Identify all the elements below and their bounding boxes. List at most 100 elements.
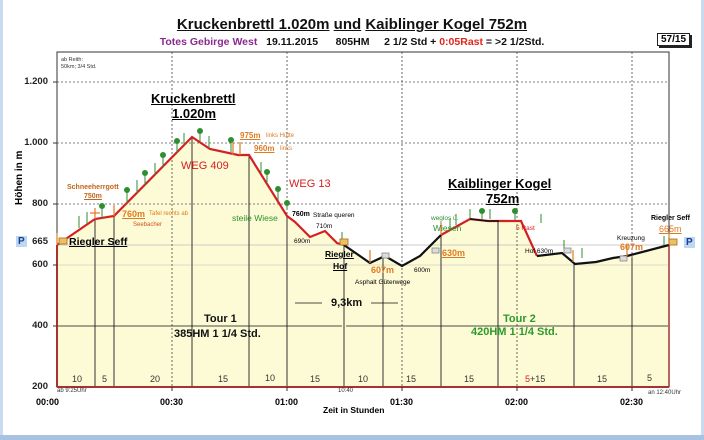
page-badge: 57/15 [657, 33, 691, 46]
waypoint-760-height: 760m [122, 209, 146, 219]
segment-label: 20 [150, 374, 161, 384]
ytick-600: 600 [32, 259, 48, 270]
weg409-label: WEG 409 [181, 160, 229, 172]
y-ticks [53, 81, 57, 327]
walk-minutes: +15 [530, 374, 546, 384]
segment-label: 5 [102, 374, 108, 384]
peak2-name: Kaiblinger Kogel [448, 176, 552, 191]
waypoint-607b: 607m [620, 242, 644, 252]
xtick-0230: 02:30 [620, 397, 644, 407]
waypoint-975-height: 975m [240, 131, 261, 140]
segment-dividers [94, 137, 633, 387]
waypoint-600: 600m [414, 267, 431, 274]
segment-label: 10 [265, 373, 276, 383]
ytick-1000: 1.000 [24, 137, 48, 148]
ytick-1200: 1.200 [24, 76, 48, 87]
steile-wiese-label: steile Wiese [232, 213, 278, 223]
waypoint-975-note: links Hütte [266, 133, 295, 139]
approach-note-line1: ab Reith: [61, 57, 84, 63]
region-label: Totes Gebirge West [159, 36, 258, 48]
xtick-0130: 01:30 [390, 397, 414, 407]
start-time-note: ab 9:25Uhr [57, 388, 87, 394]
riegler-hof-line2: Hof [333, 261, 348, 271]
hof-630-label: Hof 630m [525, 248, 554, 255]
start-location: Riegler Seff [69, 236, 128, 248]
schneeherrgott-label: Schneeherrgott [67, 184, 119, 191]
peak1-name: Kruckenbrettl [151, 91, 236, 106]
y-axis-label: Höhen in m [14, 150, 25, 205]
ytick-665: 665 [32, 236, 48, 247]
waypoint-690: 690m [294, 238, 311, 245]
tree-icons [78, 128, 665, 258]
end-height: 665m [659, 224, 682, 234]
parking-icon-end: P [684, 237, 695, 248]
waypoint-960-note: links [280, 146, 293, 152]
tour1-name: Tour 1 [204, 313, 237, 325]
x-axis-label: Zeit in Stunden [323, 405, 385, 415]
tour-span-arrows [58, 302, 668, 327]
ytick-200: 200 [32, 381, 48, 392]
rest-minutes: 5 [525, 374, 531, 384]
segment-label: 10 [358, 374, 369, 384]
xtick-0000: 00:00 [36, 397, 60, 407]
end-time-note: an 12:40Uhr [648, 390, 682, 396]
ytick-800: 800 [32, 198, 48, 209]
rest-label: 0:05Rast [439, 36, 483, 48]
farm-icons [381, 247, 628, 262]
window-bottom-bar [0, 435, 704, 440]
segment-label: 15 [406, 374, 417, 384]
segment-label-rest: 5+15 [525, 374, 545, 384]
peak1-height: 1.020m [172, 106, 217, 121]
rast-label: 5 Rast [516, 225, 535, 232]
xtick-0030: 00:30 [160, 397, 184, 407]
segment-label: 15 [464, 374, 475, 384]
weglos-line1: weglos ü. [431, 215, 459, 222]
segment-label: 10 [72, 374, 83, 384]
kreuzung-label: Kreuzung [617, 235, 645, 242]
weglos-line2: Wiesen [433, 223, 462, 233]
weg13-label: WEG 13 [289, 178, 331, 190]
waypoint-607a: 607m [371, 265, 395, 275]
segment-label: 5 [647, 373, 653, 383]
x-ticks [171, 387, 633, 391]
schneeherrgott-height: 750m [84, 193, 102, 200]
waypoint-markers [56, 142, 670, 263]
tour2-name: Tour 2 [503, 313, 536, 325]
parking-icon-start: P [16, 236, 27, 247]
distance-label: 9,3km [331, 297, 363, 309]
waypoint-630: 630m [442, 248, 466, 258]
end-location: Riegler Seff [651, 215, 690, 222]
mid-time-note: 10:40 [338, 388, 354, 394]
asphalt-label: Asphalt Güterwege [355, 279, 411, 286]
tour1-detail: 385HM 1 1/4 Std. [174, 328, 261, 340]
title-peak1: Kruckenbrettl 1.020m [176, 16, 330, 33]
chart-title: Kruckenbrettl 1.020m und Kaiblinger Koge… [0, 16, 704, 33]
xtick-0100: 01:00 [275, 397, 299, 407]
ytick-400: 400 [32, 320, 48, 331]
house-icons [58, 237, 678, 246]
profile-fill [57, 137, 669, 387]
xtick-0200: 02:00 [505, 397, 529, 407]
waypoint-strasse-height: 760m [292, 211, 310, 218]
route-tour2-a [343, 234, 442, 268]
elevation-gain-label: 805HM [335, 36, 370, 48]
waypoint-710: 710m [316, 223, 333, 230]
approach-note-line2: 50km; 3/4 Std. [61, 64, 97, 70]
segment-label: 15 [218, 374, 229, 384]
route-tour2-c [469, 218, 499, 222]
seebacher-label: Seebacher [133, 222, 163, 228]
total-label: = >2 1/2Std. [485, 36, 545, 48]
waypoint-760-note: Tafel rechts ab [149, 211, 189, 217]
waypoint-strasse-note: Straße queren [313, 212, 355, 219]
title-peak2: Kaiblinger Kogel 752m [365, 16, 528, 33]
duration-label: 2 1/2 Std + [384, 36, 437, 48]
waypoint-960-height: 960m [254, 144, 275, 153]
h-gridlines [57, 81, 669, 205]
riegler-hof-line1: Riegler [325, 249, 354, 259]
segment-label: 15 [310, 374, 321, 384]
segment-label: 15 [597, 374, 608, 384]
date-label: 19.11.2015 [266, 36, 319, 48]
peak2-height: 752m [486, 191, 520, 206]
